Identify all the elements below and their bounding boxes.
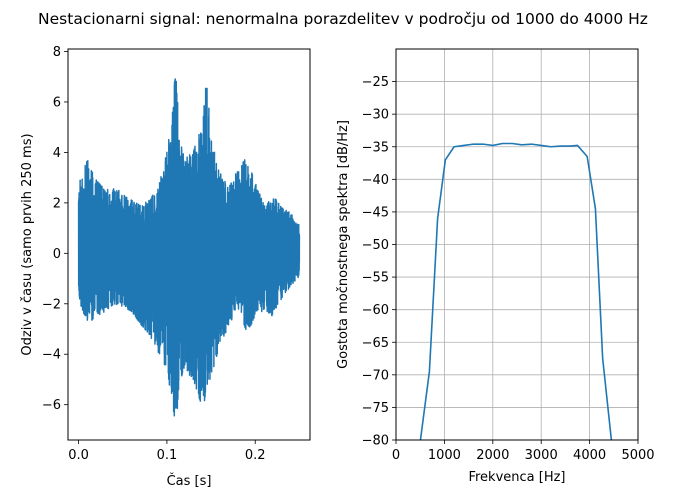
time-response-frame: [67, 48, 311, 441]
psd-plot-area: [419, 142, 613, 440]
time-response-ylabel: Odziv v času (samo prvih 250 ms): [20, 133, 35, 355]
psd-ticks: 0 1000 2000 3000 4000 5000 −80 −75 −70 −65 −60 −55 −…: [362, 75, 655, 463]
psd-grid: [395, 49, 639, 441]
y-tick-label: −70: [362, 368, 389, 383]
y-tick-label: −2: [42, 297, 61, 312]
psd-axes: 0 1000 2000 3000 4000 5000 −80 −75 −70 −65 −60 −55 −…: [336, 48, 655, 485]
y-tick-label: −45: [362, 205, 389, 220]
y-tick-label: −65: [362, 336, 389, 351]
y-tick-label: 0: [53, 247, 61, 262]
y-tick-label: −25: [362, 75, 389, 90]
y-tick-label: −35: [362, 140, 389, 155]
y-tick-label: −55: [362, 271, 389, 286]
y-tick-label: −40: [362, 173, 389, 188]
x-tick-label: 0.2: [245, 448, 266, 463]
y-tick-label: −80: [362, 434, 389, 449]
time-response-xlabel: Čas [s]: [167, 473, 212, 489]
time-response-axes: 0.0 0.1 0.2 −6 −4 −2 0 2 4 6 8 Čas [s] Odziv v čas…: [20, 45, 311, 489]
x-tick-label: 1000: [428, 448, 461, 463]
y-tick-label: −60: [362, 303, 389, 318]
x-tick-label: 5000: [621, 448, 654, 463]
y-tick-label: −75: [362, 401, 389, 416]
figure-title: Nestacionarni signal: nenormalna porazde…: [38, 10, 648, 28]
y-tick-label: −30: [362, 108, 389, 123]
y-tick-label: 8: [53, 45, 61, 60]
psd-series-line: [419, 142, 613, 440]
x-tick-label: 0: [392, 448, 400, 463]
x-tick-label: 4000: [573, 448, 606, 463]
x-tick-label: 0.0: [68, 448, 89, 463]
time-response-plot-area: [77, 78, 301, 417]
y-tick-label: −4: [42, 348, 61, 363]
x-tick-label: 0.1: [157, 448, 178, 463]
y-tick-label: 2: [53, 196, 61, 211]
psd-ylabel: Gostota močnostnega spektra [dB/Hz]: [336, 120, 351, 369]
time-response-series-line: [77, 78, 301, 417]
psd-xlabel: Frekvenca [Hz]: [468, 470, 565, 485]
y-tick-label: −6: [42, 398, 61, 413]
y-tick-label: 6: [53, 95, 61, 110]
y-tick-label: −50: [362, 238, 389, 253]
y-tick-label: 4: [53, 146, 61, 161]
x-tick-label: 2000: [476, 448, 509, 463]
x-tick-label: 3000: [525, 448, 558, 463]
time-response-ticks: 0.0 0.1 0.2 −6 −4 −2 0 2 4 6 8: [42, 45, 266, 463]
